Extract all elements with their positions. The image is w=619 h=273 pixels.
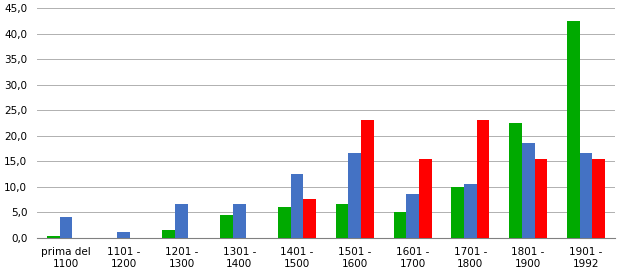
Bar <box>220 215 233 238</box>
Bar <box>303 199 316 238</box>
Bar <box>118 232 130 238</box>
Bar <box>464 184 477 238</box>
Bar <box>233 204 246 238</box>
Bar <box>291 174 303 238</box>
Bar <box>361 120 374 238</box>
Bar <box>419 159 431 238</box>
Bar <box>535 159 547 238</box>
Bar <box>567 21 579 238</box>
Bar <box>394 212 406 238</box>
Bar <box>175 204 188 238</box>
Bar <box>579 153 592 238</box>
Bar <box>335 204 348 238</box>
Bar <box>477 120 490 238</box>
Bar <box>522 143 535 238</box>
Bar <box>47 236 59 238</box>
Bar <box>451 186 464 238</box>
Bar <box>59 217 72 238</box>
Bar <box>509 123 522 238</box>
Bar <box>406 194 419 238</box>
Bar <box>592 159 605 238</box>
Bar <box>162 230 175 238</box>
Bar <box>348 153 361 238</box>
Bar <box>278 207 291 238</box>
